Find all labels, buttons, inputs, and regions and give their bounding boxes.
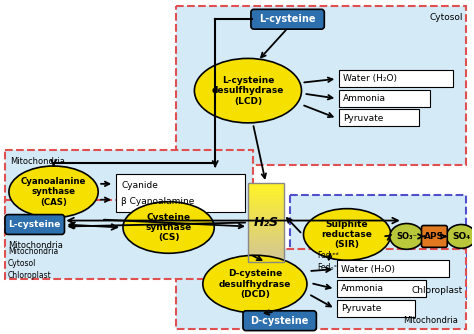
Text: Water (H₂O): Water (H₂O) (341, 265, 395, 274)
FancyBboxPatch shape (5, 215, 64, 234)
Bar (248, 252, 283, 255)
Bar (248, 234, 283, 237)
Bar (248, 228, 283, 231)
Text: Cyanide: Cyanide (121, 181, 158, 190)
Text: SO₄: SO₄ (452, 232, 470, 241)
Bar (290, 195, 466, 299)
Bar (248, 256, 283, 259)
Text: H₂S: H₂S (253, 216, 278, 229)
Bar (248, 260, 283, 263)
Bar (248, 226, 283, 229)
Text: APS: APS (424, 232, 445, 241)
FancyBboxPatch shape (251, 9, 324, 29)
Bar (248, 220, 283, 223)
Bar (248, 211, 283, 213)
Ellipse shape (390, 223, 423, 249)
Bar (339, 110, 419, 126)
Text: L-cysteine
desulfhydrase
(LCD): L-cysteine desulfhydrase (LCD) (212, 76, 284, 106)
Text: Fedᵣᵉᵈ: Fedᵣᵉᵈ (318, 251, 339, 260)
Bar (248, 201, 283, 203)
Bar (248, 213, 283, 215)
Text: Ammonia: Ammonia (341, 285, 384, 294)
Text: D-cysteine
desulfhydrase
(DCD): D-cysteine desulfhydrase (DCD) (219, 269, 291, 299)
Bar (248, 195, 283, 197)
Text: Chloroplast: Chloroplast (412, 286, 463, 295)
Bar (248, 230, 283, 233)
Text: Water (H₂O): Water (H₂O) (343, 74, 397, 83)
Bar (248, 258, 283, 261)
Ellipse shape (303, 209, 391, 260)
Text: L-cysteine: L-cysteine (9, 220, 61, 229)
Bar (248, 183, 283, 185)
Ellipse shape (123, 202, 214, 253)
Ellipse shape (9, 166, 98, 217)
Bar (248, 224, 283, 227)
Bar (175, 249, 466, 329)
Bar (248, 183, 283, 262)
Text: Cytosol: Cytosol (429, 13, 463, 22)
Text: Mitochondria
Cytosol
Chloroplast: Mitochondria Cytosol Chloroplast (8, 247, 58, 280)
Bar (248, 207, 283, 209)
Text: L-cysteine: L-cysteine (259, 14, 316, 24)
Bar (248, 248, 283, 251)
Bar (248, 244, 283, 247)
Text: Mitochondria: Mitochondria (403, 316, 458, 325)
Bar (5, 200, 253, 279)
Text: Sulphite
reductase
(SIR): Sulphite reductase (SIR) (322, 219, 373, 249)
Ellipse shape (447, 224, 474, 248)
Bar (248, 205, 283, 207)
Bar (248, 218, 283, 221)
Bar (5, 150, 253, 249)
Bar (248, 193, 283, 195)
Ellipse shape (203, 255, 307, 313)
Bar (248, 189, 283, 191)
Text: SO₃⁻: SO₃⁻ (396, 232, 417, 241)
Bar (248, 216, 283, 219)
Text: Cyanoalanine
synthase
(CAS): Cyanoalanine synthase (CAS) (21, 177, 86, 207)
FancyBboxPatch shape (243, 311, 316, 331)
Text: Cysteine
synthase
(CS): Cysteine synthase (CS) (146, 213, 192, 242)
Bar (337, 280, 427, 297)
Bar (248, 187, 283, 189)
Text: Mitochondria: Mitochondria (8, 241, 63, 250)
Bar (339, 70, 453, 87)
Bar (175, 6, 466, 165)
Bar (248, 246, 283, 249)
Text: β Cyanoalamine: β Cyanoalamine (121, 197, 194, 206)
Text: Mitochondria: Mitochondria (10, 157, 65, 166)
Bar (248, 222, 283, 225)
Text: Fedₒˣ: Fedₒˣ (318, 263, 337, 272)
Bar (248, 238, 283, 241)
Bar (248, 203, 283, 205)
Bar (248, 209, 283, 211)
Bar (248, 185, 283, 187)
Bar (248, 242, 283, 245)
Bar (248, 191, 283, 193)
Bar (339, 90, 430, 107)
Text: Pyruvate: Pyruvate (343, 114, 383, 123)
Text: Pyruvate: Pyruvate (341, 304, 382, 313)
Bar (248, 236, 283, 239)
Bar (248, 240, 283, 243)
Bar (248, 197, 283, 199)
Bar (116, 174, 245, 212)
Text: Ammonia: Ammonia (343, 94, 386, 103)
Bar (248, 250, 283, 253)
Bar (248, 215, 283, 217)
Bar (337, 300, 415, 317)
Bar (337, 260, 449, 277)
FancyBboxPatch shape (421, 225, 447, 247)
Bar (248, 254, 283, 257)
Bar (248, 199, 283, 201)
Ellipse shape (194, 58, 301, 123)
Bar (248, 232, 283, 235)
Text: D-cysteine: D-cysteine (250, 316, 309, 326)
